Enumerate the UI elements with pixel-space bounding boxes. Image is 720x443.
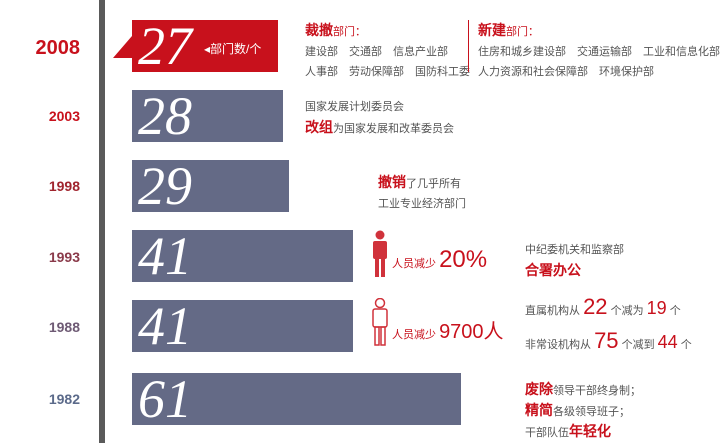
bar-value-2003: 28 <box>138 86 192 146</box>
cut-suffix: 部门： <box>333 26 366 38</box>
year-label-1982: 1982 <box>48 391 80 407</box>
annotation-1982: 废除领导干部终身制； 精简各级领导班子； 干部队伍年轻化 <box>525 380 641 443</box>
annotation-2008-cut: 裁撤部门： 建设部 交通部 信息产业部 人事部 劳动保障部 国防科工委 <box>305 20 470 82</box>
person-icon <box>372 298 388 346</box>
new-line1: 住房和城乡建设部 交通运输部 工业和信息化部 <box>478 46 720 58</box>
bar-1993: 41 <box>132 226 353 286</box>
new-suffix: 部门： <box>506 26 539 38</box>
ann-1993-line1: 中纪委机关和监察部 <box>525 244 624 256</box>
r1-n1: 22 <box>583 294 608 319</box>
r1-n2: 19 <box>646 298 667 318</box>
bar-value-2008: 27 <box>138 16 192 76</box>
person-icon <box>373 230 387 277</box>
cut-line1: 建设部 交通部 信息产业部 <box>305 46 448 58</box>
annotation-2003: 国家发展计划委员会 改组为国家发展和改革委员会 <box>305 97 454 139</box>
r2-n1: 75 <box>594 328 619 353</box>
year-label-1993: 1993 <box>48 249 80 265</box>
ann-1982-emph1: 废除 <box>525 381 553 397</box>
bar-1998: 29 <box>132 156 289 216</box>
bar-value-1993: 41 <box>138 226 192 286</box>
ann-2003-line1: 国家发展计划委员会 <box>305 101 404 113</box>
year-label-2003: 2003 <box>48 108 80 124</box>
r1-a: 直属机构从 <box>525 305 580 317</box>
r2-a: 非常设机构从 <box>525 339 591 351</box>
ann-1982-emph2: 精简 <box>525 402 553 418</box>
staff-1988-label: 人员减少 <box>392 329 436 341</box>
ann-2003-line2: 为国家发展和改革委员会 <box>333 123 454 135</box>
bar-value-1998: 29 <box>138 156 192 216</box>
year-label-1998: 1998 <box>48 178 80 194</box>
year-label-1988: 1988 <box>48 319 80 335</box>
bar-1988: 41 <box>132 296 353 356</box>
ann-1982-line2: 各级领导班子； <box>553 406 630 418</box>
r1-c: 个 <box>669 305 681 317</box>
annotation-1993: 中纪委机关和监察部 合署办公 <box>525 240 624 282</box>
bar-value-1988: 41 <box>138 296 192 356</box>
unit-label: ◂部门数/个 <box>204 42 262 56</box>
new-line2: 人力资源和社会保障部 环境保护部 <box>478 66 654 78</box>
annotation-1998: 撤销了几乎所有 工业专业经济部门 <box>378 172 466 214</box>
cut-title: 裁撤 <box>305 22 333 38</box>
annotation-2008-new: 新建部门： 住房和城乡建设部 交通运输部 工业和信息化部 人力资源和社会保障部 … <box>478 20 720 82</box>
ann-1998-line2: 工业专业经济部门 <box>378 198 466 210</box>
r1-b: 个减为 <box>610 305 644 317</box>
ann-1982-emph3: 年轻化 <box>569 423 611 439</box>
staff-1993-label: 人员减少 <box>392 258 436 270</box>
staff-1988-value: 9700人 <box>439 321 504 343</box>
ann-1982-line3: 干部队伍 <box>525 427 569 439</box>
r2-c: 个 <box>680 339 692 351</box>
r2-b: 个减到 <box>621 339 655 351</box>
staff-1993-value: 20% <box>439 246 488 273</box>
ann-1998-emph: 撤销 <box>378 174 406 190</box>
annotation-1988: 直属机构从 22 个减为 19 个 非常设机构从 75 个减到 44 个 <box>525 292 692 360</box>
timeline-axis <box>99 0 105 443</box>
bar-2008: 27 ◂部门数/个 <box>132 16 278 76</box>
staff-1993: 人员减少 20% <box>392 248 487 274</box>
bar-2003: 28 <box>132 86 283 146</box>
ann-1982-line1: 领导干部终身制； <box>553 385 641 397</box>
bar-value-1982: 61 <box>138 369 192 429</box>
bar-1982: 61 <box>132 369 461 429</box>
ann-1998-line1: 了几乎所有 <box>406 178 461 190</box>
ann-2003-emph: 改组 <box>305 119 333 135</box>
new-title: 新建 <box>478 22 506 38</box>
highlight-marker <box>113 20 132 58</box>
r2-n2: 44 <box>657 332 678 352</box>
separator-line <box>468 20 469 72</box>
staff-1988: 人员减少 9700人 <box>392 322 504 345</box>
year-label-2008: 2008 <box>35 37 81 59</box>
cut-line2: 人事部 劳动保障部 国防科工委 <box>305 66 470 78</box>
ann-1993-emph: 合署办公 <box>525 262 581 278</box>
